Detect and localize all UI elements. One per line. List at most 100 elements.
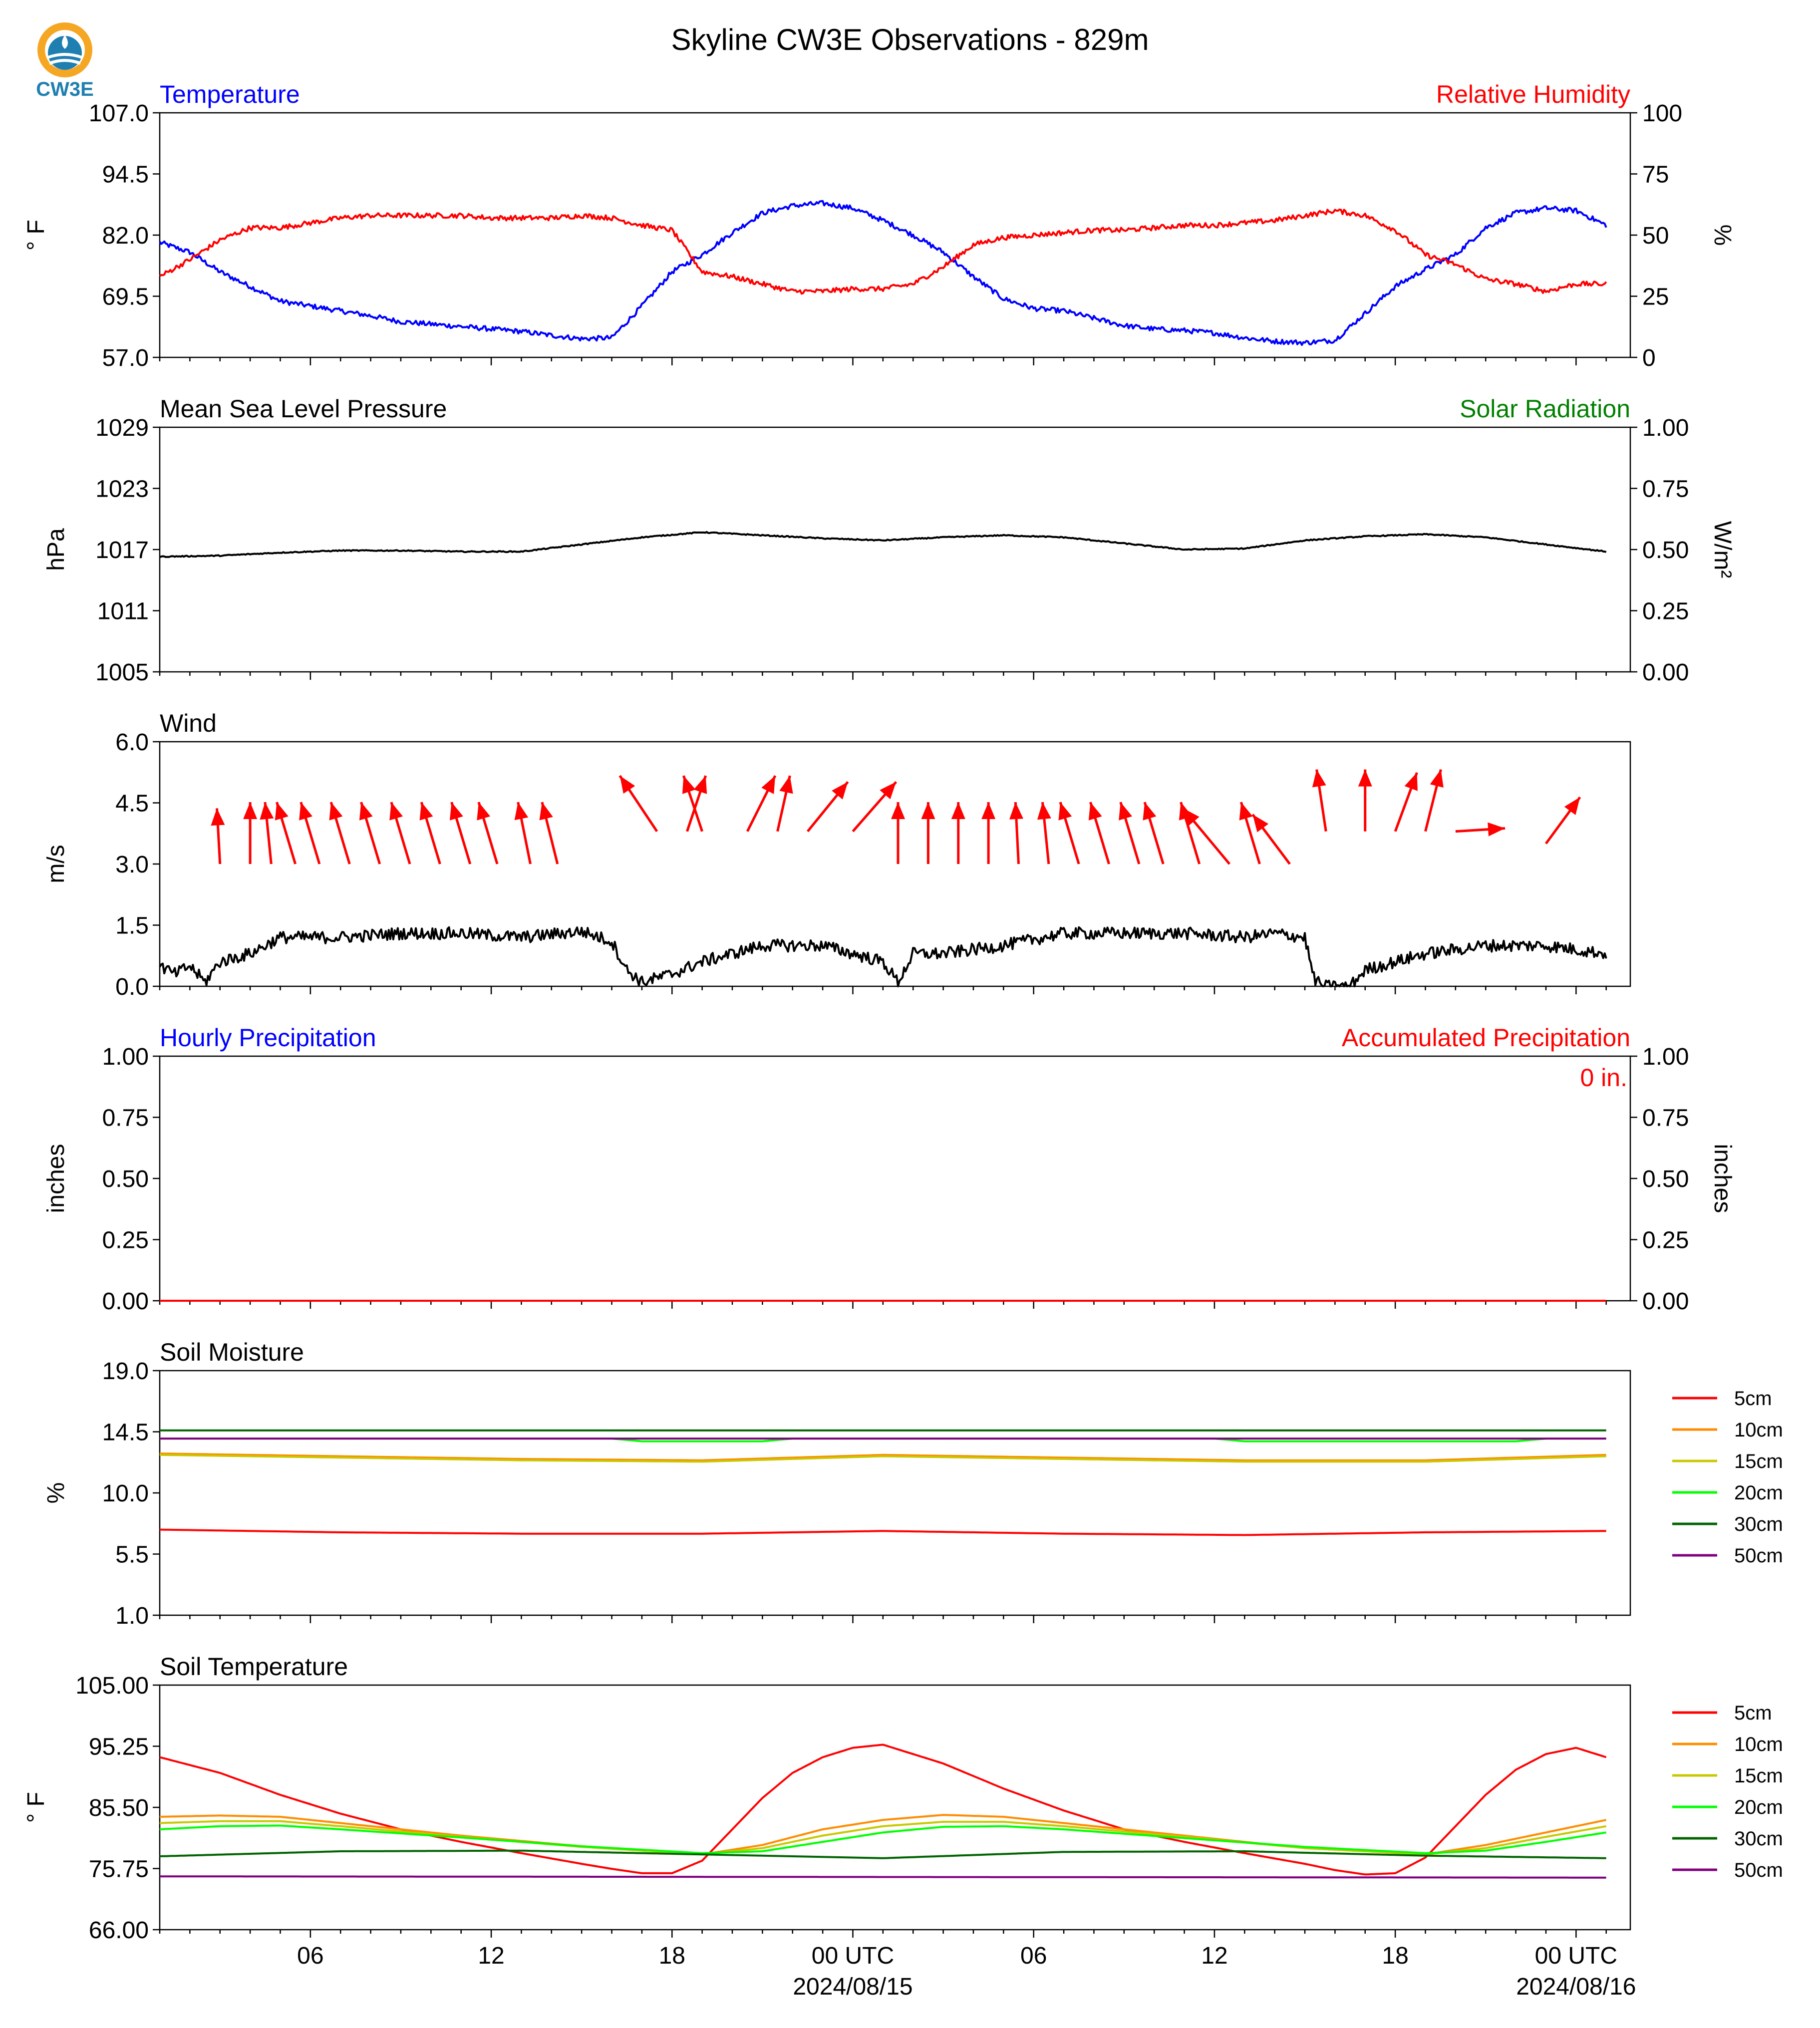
wind-arrow [449, 802, 472, 865]
y-axis-label-right: W/m² [1709, 521, 1736, 579]
panel-title-left: Mean Sea Level Pressure [160, 395, 447, 423]
y-tick-label-right: 25 [1642, 284, 1669, 310]
series-line-20cm [159, 1824, 1606, 1854]
y-tick-label-right: 0.50 [1642, 537, 1689, 564]
y-axis-label: m/s [43, 845, 69, 883]
wind-arrow [921, 802, 935, 864]
wind-arrow [1394, 772, 1418, 832]
wind-arrow [686, 775, 707, 832]
wind-arrow [1119, 802, 1141, 865]
y-tick-label-right: 0.75 [1642, 1105, 1689, 1132]
y-tick-label: 69.5 [102, 284, 149, 310]
series-line-mean-sea-level-pressure [159, 531, 1607, 559]
wind-arrow [1143, 802, 1165, 865]
legend-label: 20cm [1734, 1482, 1783, 1504]
wind-arrow [1239, 802, 1261, 865]
wind-arrow [477, 802, 499, 865]
legend-label: 50cm [1734, 1859, 1783, 1881]
wind-arrow [1088, 802, 1111, 865]
wind-arrow-head [243, 802, 258, 819]
legend-label: 10cm [1734, 1419, 1783, 1441]
wind-arrow-head [1058, 802, 1072, 821]
wind-arrow [1037, 802, 1051, 865]
wind-arrow-head [880, 782, 897, 800]
wind-arrow-head [832, 782, 848, 800]
wind-arrow-head [477, 802, 491, 821]
y-axis-label: ° F [23, 220, 49, 251]
y-tick-label: 10.0 [102, 1480, 149, 1507]
x-tick-label: 00 UTC [1535, 1943, 1617, 1969]
panel-title-left: Temperature [160, 80, 300, 108]
panel-title-left: Soil Temperature [160, 1653, 348, 1681]
series-line-15cm [159, 1453, 1606, 1463]
y-tick-label: 66.00 [89, 1917, 149, 1944]
x-tick-label: 18 [1382, 1943, 1408, 1969]
wind-arrow-head [514, 802, 529, 821]
logo-text: CW3E [36, 78, 94, 100]
panel-title-right: Solar Radiation [1460, 395, 1630, 423]
panel-title-left: Hourly Precipitation [160, 1024, 376, 1052]
wind-arrow-head [1404, 772, 1418, 791]
wind-arrow [891, 802, 906, 864]
panel-mean-sea-level-pressure: Mean Sea Level Pressure Solar Radiation 10… [43, 395, 1736, 686]
wind-arrow [682, 775, 704, 832]
y-tick-label-right: 1.00 [1642, 1044, 1689, 1070]
wind-arrow-head [329, 802, 343, 821]
wind-arrow-head [419, 802, 433, 821]
wind-arrow [1312, 769, 1327, 832]
wind-arrow-head [891, 802, 906, 819]
wind-arrow-head [682, 776, 696, 794]
wind-arrow-head [359, 802, 373, 821]
panel-title-right: Accumulated Precipitation [1342, 1024, 1630, 1052]
y-tick-label: 95.25 [89, 1734, 149, 1760]
wind-arrow-head [1312, 769, 1326, 788]
y-axis-label-right: inches [1709, 1144, 1736, 1213]
series-line-50cm [160, 1875, 1606, 1879]
wind-arrow-head [1430, 769, 1444, 788]
y-tick-label: 14.5 [102, 1420, 149, 1446]
y-tick-label: 0.50 [102, 1166, 149, 1192]
y-tick-label: 19.0 [102, 1358, 149, 1385]
wind-arrow-head [761, 776, 775, 794]
y-tick-label: 0.0 [115, 974, 149, 1000]
series-line-relative-humidity [159, 208, 1607, 295]
wind-arrow-head [1088, 802, 1102, 821]
wind-arrow-head [211, 808, 225, 826]
wind-arrow-head [779, 776, 793, 794]
wind-arrow-head [539, 802, 553, 821]
x-tick-label: 06 [297, 1943, 323, 1969]
panel-soil-temperature: Soil Temperature 66.00 75.75 85.50 95.25 105.… [23, 1653, 1783, 2000]
wind-arrow-head [981, 802, 996, 819]
wind-arrow [275, 802, 297, 865]
x-tick-label: 06 [1020, 1943, 1047, 1969]
x-tick-label: 12 [1201, 1943, 1227, 1969]
series-line-10cm [160, 1452, 1606, 1461]
series-line-temperature [159, 200, 1607, 346]
wind-arrow [211, 808, 225, 865]
wind-arrow-head [951, 802, 965, 819]
y-tick-label: 3.0 [115, 852, 149, 878]
y-tick-label: 75.75 [89, 1856, 149, 1883]
y-tick-label-right: 50 [1642, 223, 1669, 249]
y-axis-label: ° F [23, 1792, 49, 1823]
y-tick-label: 57.0 [102, 345, 149, 371]
panel-title-left: Wind [160, 709, 217, 737]
y-axis-label: hPa [43, 528, 69, 571]
y-tick-label: 1.00 [102, 1044, 149, 1070]
legend-label: 15cm [1734, 1450, 1783, 1472]
wind-arrow-head [1488, 822, 1506, 837]
wind-arrow [514, 802, 532, 865]
wind-arrow [539, 802, 559, 865]
wind-arrow [299, 802, 321, 865]
wind-arrow-head [1009, 802, 1023, 820]
panel-title-left: Soil Moisture [160, 1338, 304, 1366]
y-tick-label: 5.5 [115, 1542, 149, 1568]
legend-label: 15cm [1734, 1765, 1783, 1787]
wind-arrow [1358, 769, 1372, 832]
legend-label: 30cm [1734, 1513, 1783, 1535]
y-tick-label: 1011 [97, 598, 149, 625]
wind-arrow [1058, 802, 1080, 865]
y-tick-label: 6.0 [115, 729, 149, 756]
wind-arrow-head [1239, 802, 1253, 821]
y-tick-label-right: 100 [1642, 100, 1682, 127]
